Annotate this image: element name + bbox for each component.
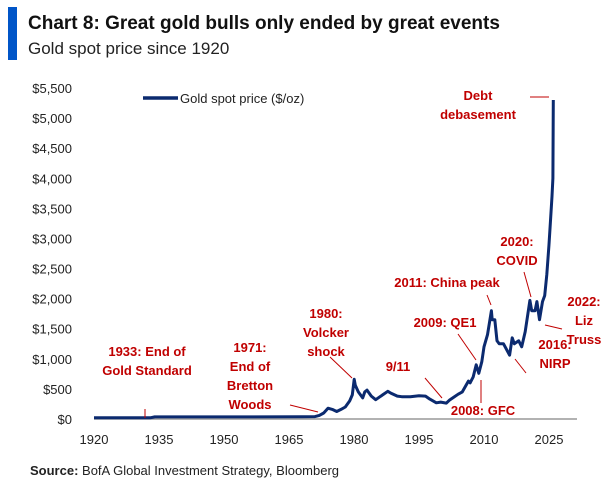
- y-tick-label: $5,500: [32, 81, 72, 96]
- source-text: BofA Global Investment Strategy, Bloombe…: [78, 463, 339, 478]
- annotation-line: 2011: China peak: [394, 275, 500, 290]
- annotation-label: 2020: COVID: [496, 234, 537, 268]
- leader-2009: [457, 333, 477, 361]
- annotation-label: 1933: End of Gold Standard: [102, 344, 192, 378]
- leader-2011: [486, 294, 492, 306]
- title-accent-bar: [8, 7, 17, 60]
- x-tick-label: 2025: [535, 432, 564, 447]
- annotation-line: debasement: [440, 107, 517, 122]
- annotation-line: 2020:: [500, 234, 533, 249]
- annotation-label: 1971: End of Bretton Woods: [227, 340, 273, 412]
- y-tick-label: $3,500: [32, 201, 72, 216]
- y-tick-label: $500: [43, 382, 72, 397]
- x-tick-label: 1965: [275, 432, 304, 447]
- legend-label: Gold spot price ($/oz): [180, 91, 304, 106]
- legend: Gold spot price ($/oz): [143, 91, 304, 106]
- leader-2016: [514, 358, 527, 374]
- annotation-label: Debt debasement: [440, 88, 517, 122]
- annotation-leaders: [144, 96, 563, 418]
- annotation-line: COVID: [496, 253, 537, 268]
- chart-title: Chart 8: Great gold bulls only ended by …: [28, 13, 500, 34]
- x-tick-label: 1995: [405, 432, 434, 447]
- x-tick-label: 1980: [340, 432, 369, 447]
- x-tick-label: 1950: [210, 432, 239, 447]
- annotation-line: 2009: QE1: [414, 315, 477, 330]
- source-note: Source: BofA Global Investment Strategy,…: [30, 463, 339, 478]
- annotation-line: 2022:: [567, 294, 600, 309]
- annotation-line: 1933: End of: [108, 344, 186, 359]
- annotation-line: End of: [230, 359, 271, 374]
- annotation-line: 1980:: [309, 306, 342, 321]
- y-tick-label: $2,500: [32, 262, 72, 277]
- y-axis-ticks: $0 $500 $1,000 $1,500 $2,000 $2,500 $3,000 $3,5…: [32, 81, 72, 427]
- annotation-label: 2022: Liz Truss: [567, 294, 602, 347]
- leader-2022: [544, 324, 563, 330]
- annotation-line: 1971:: [233, 340, 266, 355]
- gold-price-line: [94, 99, 555, 420]
- annotation-line: Liz: [575, 313, 594, 328]
- annotation-label: 2008: GFC: [451, 403, 516, 418]
- y-tick-label: $2,000: [32, 292, 72, 307]
- leader-1980: [329, 356, 353, 379]
- leader-911: [424, 377, 443, 399]
- x-tick-label: 1935: [145, 432, 174, 447]
- x-tick-label: 1920: [80, 432, 109, 447]
- annotation-line: Gold Standard: [102, 363, 192, 378]
- annotation-line: Volcker: [303, 325, 349, 340]
- y-tick-label: $3,000: [32, 231, 72, 246]
- y-tick-label: $4,000: [32, 171, 72, 186]
- x-tick-label: 2010: [470, 432, 499, 447]
- y-tick-label: $4,500: [32, 141, 72, 156]
- annotation-line: Truss: [567, 332, 602, 347]
- y-tick-label: $5,000: [32, 111, 72, 126]
- annotation-line: NIRP: [539, 356, 570, 371]
- leader-2020: [523, 271, 532, 298]
- annotation-line: Woods: [228, 397, 271, 412]
- x-axis-ticks: 1920 1935 1950 1965 1980 1995 2010 2025: [80, 432, 564, 447]
- y-tick-label: $1,000: [32, 352, 72, 367]
- source-label: Source:: [30, 463, 78, 478]
- annotations: 1933: End of Gold Standard 1971: End of Bret…: [102, 88, 601, 418]
- annotation-line: 9/11: [386, 359, 411, 374]
- annotation-label: 9/11: [386, 359, 411, 374]
- annotation-label: 2011: China peak: [394, 275, 500, 290]
- annotation-line: 2016:: [538, 337, 571, 352]
- annotation-line: shock: [307, 344, 345, 359]
- y-tick-label: $0: [58, 412, 72, 427]
- annotation-label: 2009: QE1: [414, 315, 477, 330]
- annotation-line: Debt: [464, 88, 494, 103]
- chart-subtitle: Gold spot price since 1920: [28, 39, 229, 58]
- annotation-label: 1980: Volcker shock: [303, 306, 349, 359]
- leader-1971: [289, 404, 319, 413]
- annotation-line: Bretton: [227, 378, 273, 393]
- y-tick-label: $1,500: [32, 322, 72, 337]
- annotation-label: 2016: NIRP: [538, 337, 571, 371]
- annotation-line: 2008: GFC: [451, 403, 516, 418]
